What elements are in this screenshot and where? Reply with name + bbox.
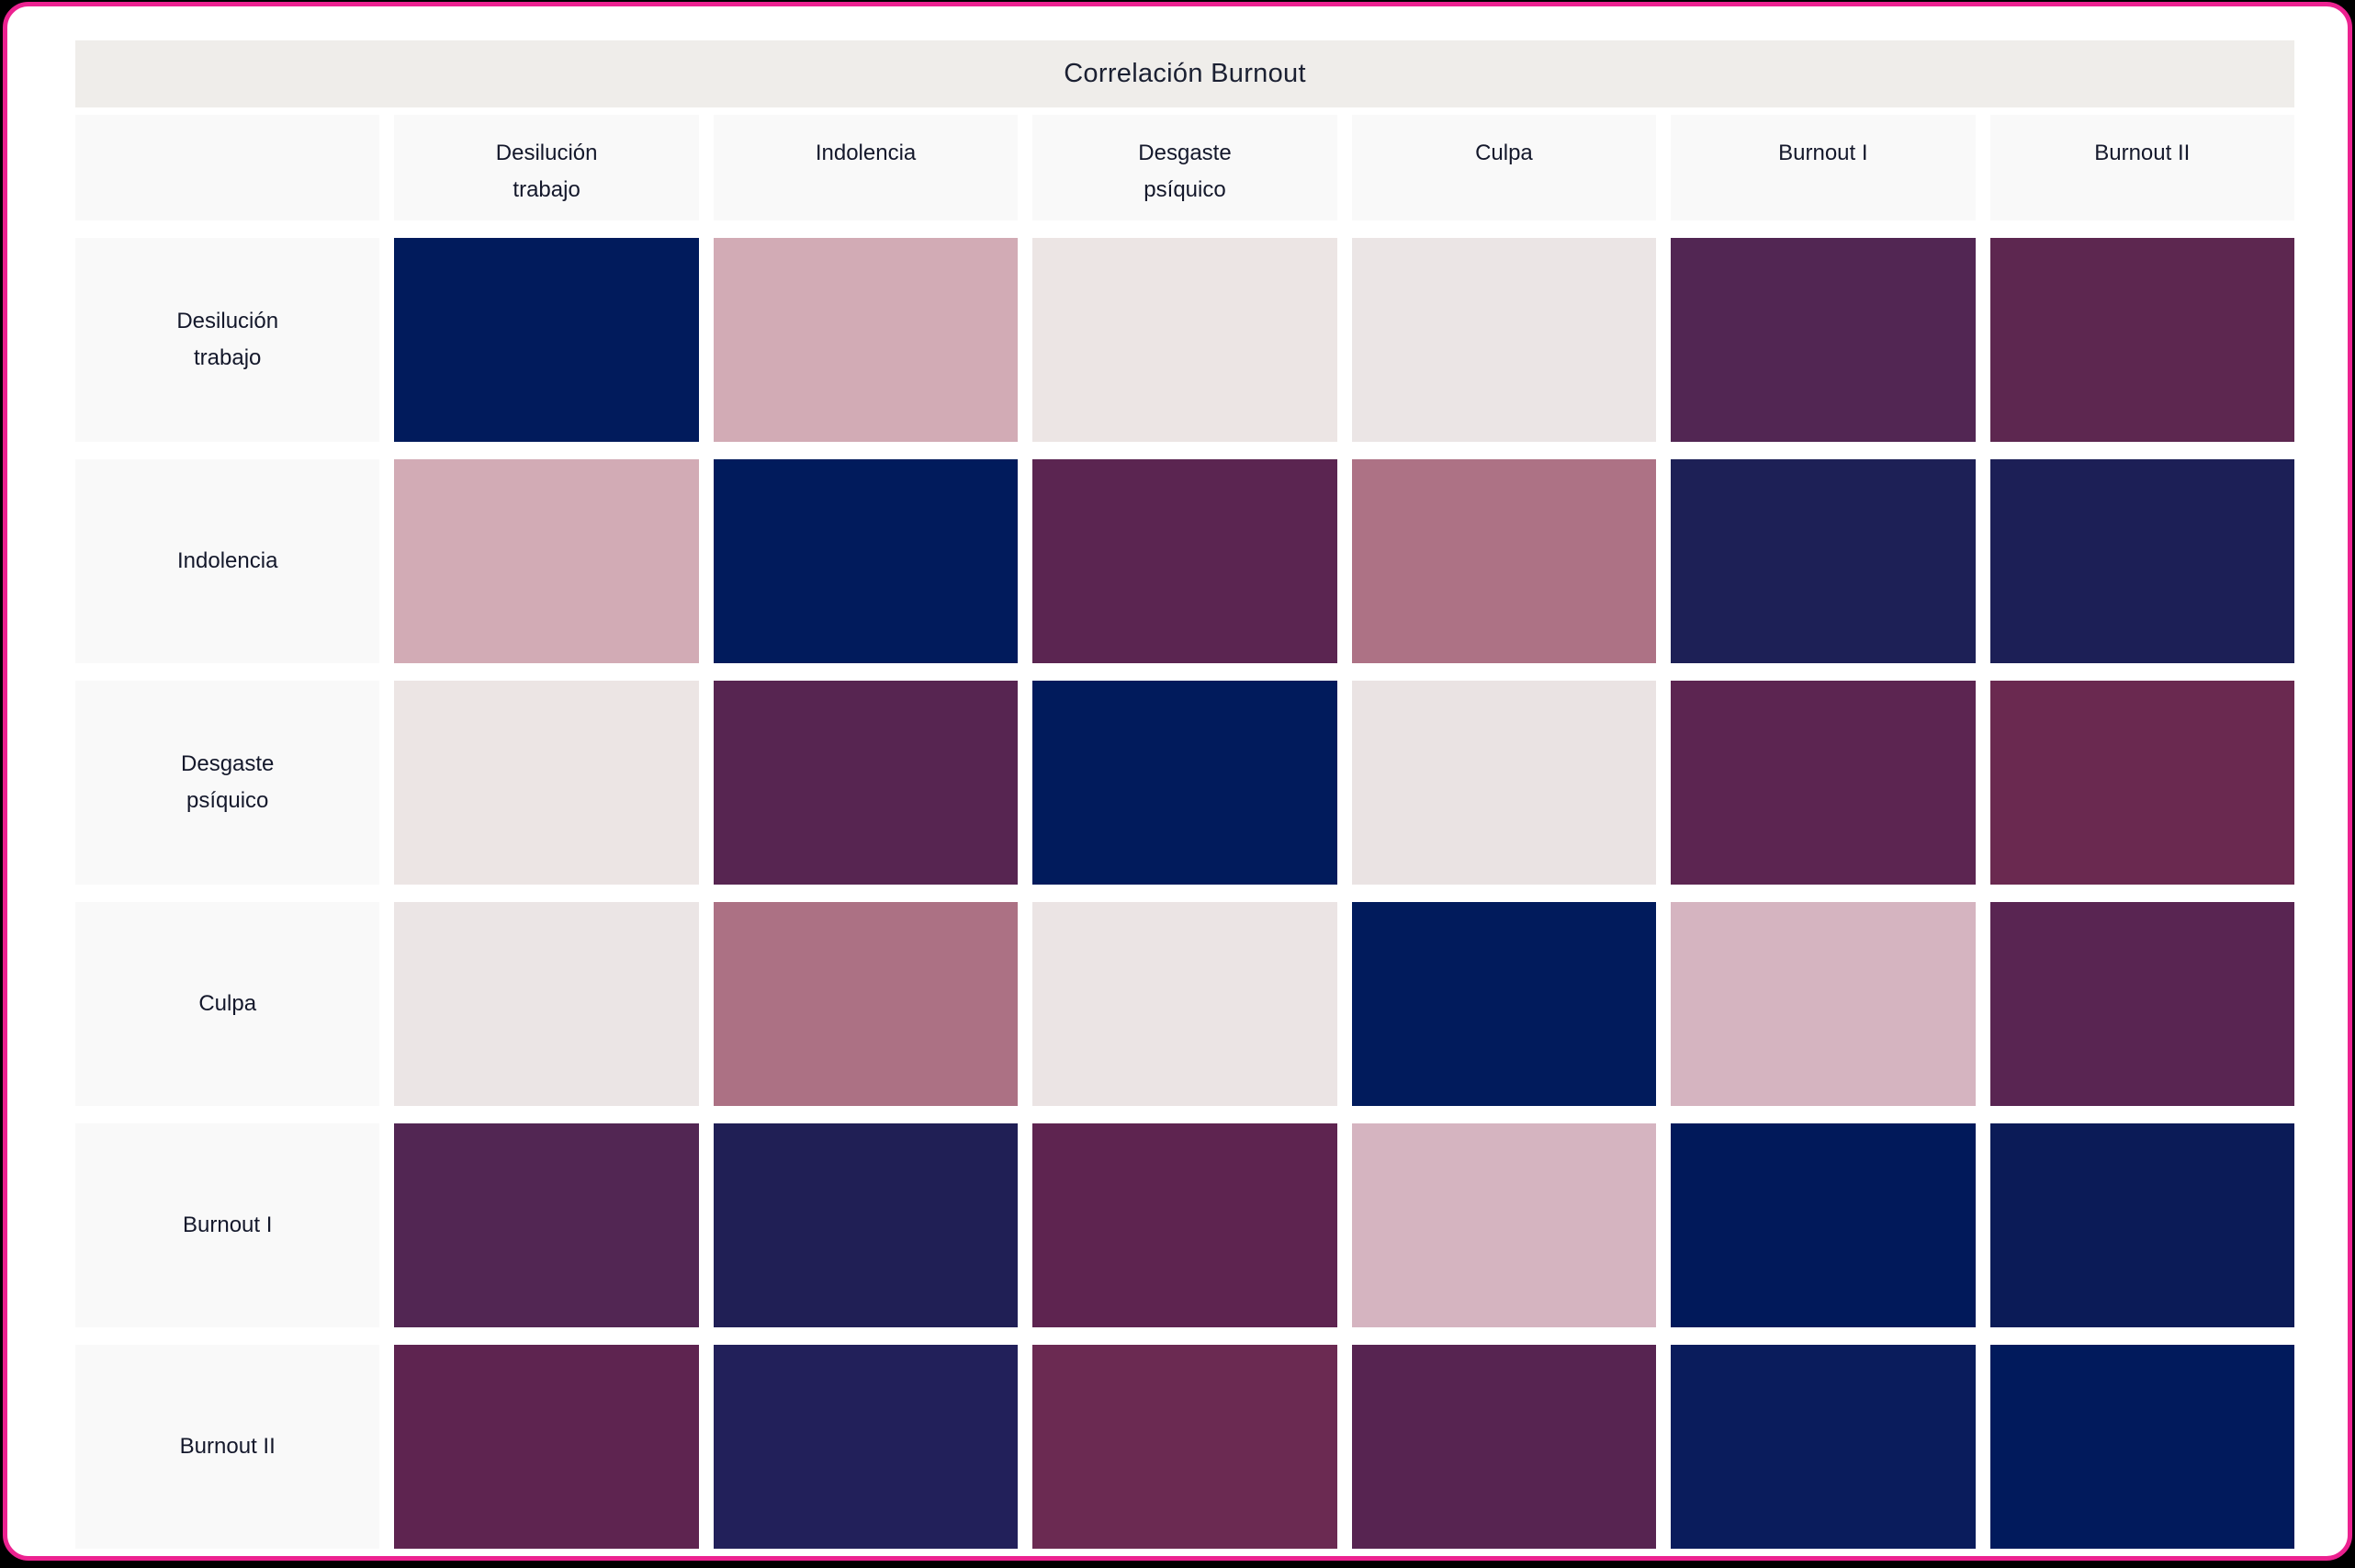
row-header-label: Desilución trabajo (176, 309, 279, 370)
heatmap-cell-r1-c2[interactable] (1032, 459, 1337, 663)
row-header-1: Indolencia (75, 459, 380, 663)
heatmap-cell-r5-c3[interactable] (1351, 1345, 1657, 1549)
column-header-3: Culpa (1351, 115, 1657, 220)
heatmap-cell-r2-c5[interactable] (1989, 681, 2294, 885)
heatmap-cell-r3-c2[interactable] (1032, 902, 1337, 1106)
heatmap-cell-r2-c1[interactable] (713, 681, 1019, 885)
heatmap-cell-r4-c0[interactable] (394, 1123, 699, 1327)
heatmap-cell-r4-c2[interactable] (1032, 1123, 1337, 1327)
heatmap-cell-r2-c0[interactable] (394, 681, 699, 885)
heatmap-cell-r1-c4[interactable] (1671, 459, 1976, 663)
chart-title-bar: Correlación Burnout (75, 40, 2294, 107)
heatmap-cell-r5-c1[interactable] (713, 1345, 1019, 1549)
column-header-label: Indolencia (815, 141, 917, 165)
heatmap-cell-r2-c4[interactable] (1671, 681, 1976, 885)
column-header-label: Burnout II (2094, 141, 2191, 165)
row-header-label: Culpa (198, 991, 257, 1016)
heatmap-cell-r3-c4[interactable] (1671, 902, 1976, 1106)
chart-title: Correlación Burnout (1064, 59, 1306, 88)
heatmap-cell-r1-c1[interactable] (713, 459, 1019, 663)
heatmap-cell-r4-c4[interactable] (1671, 1123, 1976, 1327)
heatmap-cell-r0-c0[interactable] (394, 238, 699, 442)
column-header-0: Desilución trabajo (394, 115, 699, 220)
heatmap-cell-r5-c2[interactable] (1032, 1345, 1337, 1549)
heatmap-cell-r1-c0[interactable] (394, 459, 699, 663)
heatmap-cell-r0-c1[interactable] (713, 238, 1019, 442)
heatmap-cell-r4-c1[interactable] (713, 1123, 1019, 1327)
row-header-label: Desgaste psíquico (181, 751, 275, 813)
heatmap-cell-r1-c5[interactable] (1989, 459, 2294, 663)
heatmap-widget-card: Correlación Burnout Desilución trabajo In… (3, 2, 2352, 1561)
row-header-0: Desilución trabajo (75, 238, 380, 442)
heatmap-cell-r3-c3[interactable] (1351, 902, 1657, 1106)
column-header-5: Burnout II (1989, 115, 2294, 220)
column-header-1: Indolencia (713, 115, 1019, 220)
column-header-label: Desilución trabajo (495, 141, 598, 202)
heatmap-cell-r1-c3[interactable] (1351, 459, 1657, 663)
column-header-4: Burnout I (1671, 115, 1976, 220)
row-header-2: Desgaste psíquico (75, 681, 380, 885)
heatmap-cell-r3-c0[interactable] (394, 902, 699, 1106)
heatmap-cell-r3-c5[interactable] (1989, 902, 2294, 1106)
row-header-3: Culpa (75, 902, 380, 1106)
heatmap-cell-r2-c3[interactable] (1351, 681, 1657, 885)
row-header-label: Indolencia (177, 548, 278, 573)
heatmap-cell-r5-c0[interactable] (394, 1345, 699, 1549)
heatmap-cell-r0-c3[interactable] (1351, 238, 1657, 442)
heatmap-content: Correlación Burnout Desilución trabajo In… (75, 40, 2294, 1549)
row-header-4: Burnout I (75, 1123, 380, 1327)
heatmap-cell-r5-c5[interactable] (1989, 1345, 2294, 1549)
row-header-label: Burnout I (183, 1213, 273, 1237)
heatmap-cell-r3-c1[interactable] (713, 902, 1019, 1106)
heatmap-cell-r4-c3[interactable] (1351, 1123, 1657, 1327)
heatmap-cell-r0-c5[interactable] (1989, 238, 2294, 442)
heatmap-grid: Desilución trabajo Indolencia Desgaste psí… (75, 115, 2294, 1549)
column-header-label: Culpa (1475, 141, 1533, 165)
heatmap-cell-r0-c2[interactable] (1032, 238, 1337, 442)
row-header-label: Burnout II (179, 1434, 276, 1459)
row-header-5: Burnout II (75, 1345, 380, 1549)
column-header-2: Desgaste psíquico (1032, 115, 1337, 220)
heatmap-cell-r5-c4[interactable] (1671, 1345, 1976, 1549)
heatmap-cell-r4-c5[interactable] (1989, 1123, 2294, 1327)
heatmap-cell-r0-c4[interactable] (1671, 238, 1976, 442)
corner-cell (75, 115, 380, 220)
column-header-label: Burnout I (1778, 141, 1868, 165)
heatmap-cell-r2-c2[interactable] (1032, 681, 1337, 885)
column-header-label: Desgaste psíquico (1138, 141, 1232, 202)
